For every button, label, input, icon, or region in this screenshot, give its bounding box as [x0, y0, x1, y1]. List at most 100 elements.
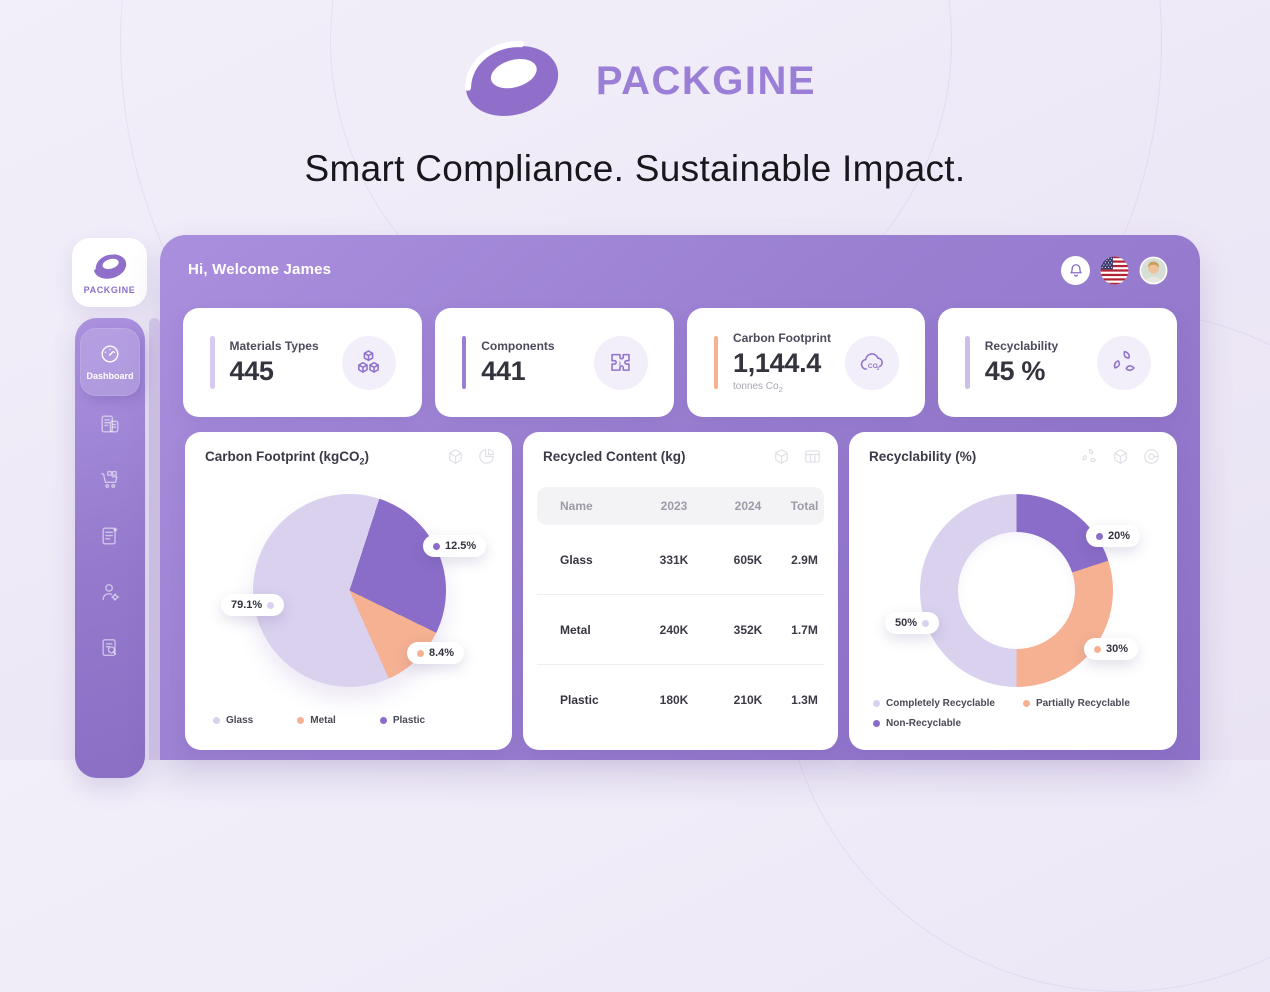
svg-text:CO: CO [868, 363, 878, 370]
stat-accent-bar [210, 336, 215, 389]
stat-label: Components [481, 338, 555, 353]
table-cell: 1.7M [791, 622, 818, 637]
us-flag-icon [1100, 256, 1129, 285]
tagline: Smart Compliance. Sustainable Impact. [304, 148, 966, 189]
stats-row: Materials Types 445 Components 441 Carbon Fo… [183, 308, 1177, 417]
stat-accent-bar [461, 336, 467, 389]
cube-view-button[interactable] [446, 447, 465, 466]
legend-item-glass: Glass [213, 715, 253, 726]
chart-label-text: 8.4% [429, 647, 455, 659]
recyclability-legend: Completely Recyclable Partially Recyclabl… [873, 698, 1173, 729]
recycled-content-panel: Recycled Content (kg) Name 2023 2024 Total … [523, 432, 838, 750]
cube-icon [772, 447, 791, 466]
table-view-button[interactable] [803, 447, 822, 466]
sidebar-item-billing[interactable] [99, 413, 121, 435]
co2-cloud-icon: CO 2 [845, 335, 900, 390]
table-cell: Metal [560, 622, 591, 637]
sidebar-item-dashboard[interactable]: Dashboard [80, 328, 140, 396]
chart-label-text: 20% [1108, 530, 1131, 542]
stat-text: Materials Types 445 [230, 339, 319, 387]
pie-view-button[interactable] [477, 447, 496, 466]
legend-item-completely-recyclable: Completely Recyclable [873, 698, 995, 709]
sidebar-item-cart[interactable] [99, 469, 121, 491]
chart-label-79-1: 79.1% [221, 594, 285, 616]
cube-view-button[interactable] [1111, 447, 1130, 466]
chart-label-text: 12.5% [445, 540, 477, 552]
table-row-metal: Metal 240K 352K 1.7M [537, 595, 824, 665]
panels-row: Carbon Footprint (kgCO2) 12.5% 79.1% 8.4% … [185, 432, 1177, 750]
donut-view-button[interactable] [1142, 447, 1161, 466]
column-header-total: Total [790, 499, 819, 513]
column-header-2024: 2024 [734, 499, 762, 513]
header-actions [1061, 256, 1168, 285]
table-cell: 180K [659, 692, 689, 707]
language-button[interactable] [1100, 256, 1129, 285]
stat-text: Carbon Footprint 1,144.4 tonnes Co2 [733, 331, 831, 394]
brand-name: PACKGINE [595, 58, 817, 103]
recyclability-panel: Recyclability (%) 20% 50% 30% Completely R… [849, 432, 1177, 750]
legend-label: Glass [226, 715, 254, 726]
legend-label: Non-Recyclable [886, 718, 962, 729]
chart-label-30: 30% [1084, 638, 1139, 660]
legend-dot [922, 619, 930, 627]
hero-brand: PACKGINE [0, 34, 1270, 128]
legend-dot [297, 717, 305, 724]
bell-icon [1066, 261, 1086, 281]
stat-card-components: Components 441 [434, 308, 674, 417]
legend-item-partially-recyclable: Partially Recyclable [1022, 698, 1130, 709]
legend-dot [1094, 645, 1101, 653]
table-cell: 240K [659, 622, 689, 637]
legend-dot [379, 717, 387, 724]
sidebar-item-user-gear[interactable] [99, 581, 121, 603]
legend-label: Completely Recyclable [886, 698, 995, 709]
legend-dot [1096, 532, 1103, 540]
cube-view-button[interactable] [772, 447, 791, 466]
stat-value: 45 % [984, 355, 1046, 386]
table-row-plastic: Plastic 180K 210K 1.3M [537, 665, 824, 734]
panel-title-carbon: Carbon Footprint (kgCO2) [205, 449, 369, 467]
table-body: Glass 331K 605K 2.9M Metal 240K 352K 1.7M Plasti… [537, 525, 824, 734]
sidebar: Dashboard [75, 318, 145, 778]
doc-search-icon [99, 637, 121, 659]
greeting: Hi, Welcome James [188, 261, 332, 278]
recyclability-donut-chart [920, 494, 1113, 687]
sidebar-item-doc-star[interactable] [99, 525, 121, 547]
cube-icon [446, 447, 465, 466]
sidebar-item-doc-search[interactable] [99, 637, 121, 659]
legend-dot [417, 649, 424, 657]
chart-label-text: 50% [895, 617, 918, 629]
stat-value: 445 [229, 355, 274, 386]
stat-value: 1,144.4 [733, 348, 821, 378]
stat-label: Materials Types [229, 338, 319, 353]
table-row-glass: Glass 331K 605K 2.9M [537, 525, 824, 595]
table-cell: 352K [733, 622, 763, 637]
table-cell: 2.9M [791, 552, 818, 567]
legend-label: Metal [310, 715, 336, 726]
table-header: Name 2023 2024 Total [537, 487, 824, 525]
chart-label-text: 30% [1106, 643, 1129, 655]
recycle-view-button[interactable] [1080, 447, 1099, 466]
chart-label-text: 79.1% [231, 599, 263, 611]
svg-text:2: 2 [876, 366, 879, 372]
stat-value: 441 [481, 355, 526, 386]
cube-icon [1111, 447, 1130, 466]
carbon-footprint-panel: Carbon Footprint (kgCO2) 12.5% 79.1% 8.4% … [185, 432, 512, 750]
pie-icon [477, 447, 496, 466]
stat-accent-bar [713, 336, 718, 389]
stat-card-materials-types: Materials Types 445 [183, 308, 422, 417]
cart-icon [99, 469, 121, 491]
sidebar-nav: Dashboard [75, 318, 145, 676]
column-header-name: Name [560, 499, 593, 513]
column-header-2023: 2023 [660, 499, 688, 513]
cubes-icon [341, 335, 396, 390]
stat-label: Carbon Footprint [733, 331, 831, 345]
profile-avatar[interactable] [1139, 256, 1168, 285]
carbon-legend: Glass Metal Plastic [213, 715, 425, 726]
table-cell: 331K [659, 552, 689, 567]
table-cell: 1.3M [791, 692, 818, 707]
notifications-button[interactable] [1061, 256, 1090, 285]
stat-accent-bar [965, 336, 970, 389]
packgine-logo-icon [90, 250, 130, 283]
table-cell: 210K [733, 692, 763, 707]
legend-dot [213, 717, 220, 724]
